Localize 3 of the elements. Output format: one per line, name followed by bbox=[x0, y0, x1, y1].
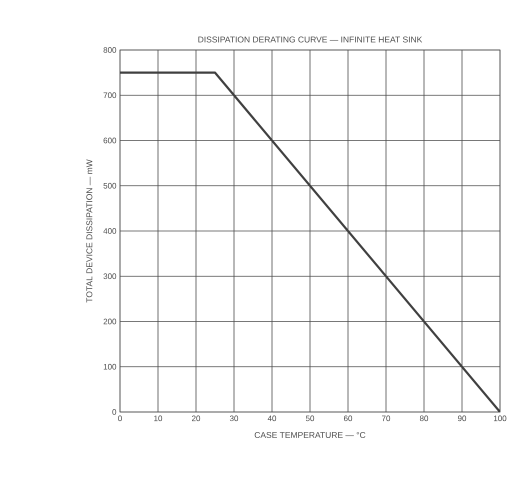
x-axis-title: CASE TEMPERATURE — °C bbox=[254, 432, 366, 438]
chart-title: DISSIPATION DERATING CURVE — INFINITE HEAT SINK bbox=[198, 36, 422, 42]
y-axis-title: TOTAL DEVICE DISSIPATION — mW bbox=[86, 159, 92, 302]
